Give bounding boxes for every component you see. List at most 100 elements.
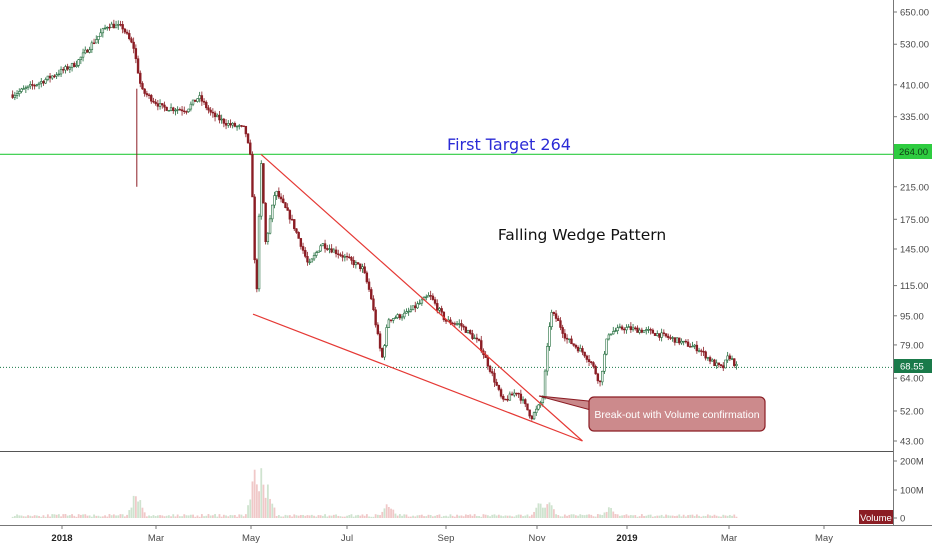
time-tick-label: Mar — [148, 533, 164, 544]
wedge-upper-trendline[interactable] — [260, 153, 583, 442]
volume-bar — [504, 515, 507, 518]
candle-body — [198, 95, 201, 100]
volume-bar — [220, 516, 223, 518]
volume-bar — [381, 511, 384, 518]
volume-bar — [27, 515, 29, 518]
candle-body — [691, 345, 694, 348]
volume-bar — [574, 515, 577, 518]
volume-bar — [196, 515, 199, 518]
volume-bar — [678, 514, 681, 518]
candle-body — [11, 94, 14, 98]
volume-bar — [374, 514, 377, 518]
volume-bar — [346, 515, 348, 518]
candle-body — [497, 385, 501, 390]
volume-badge: Volume — [859, 510, 893, 524]
volume-bar — [209, 515, 212, 518]
volume-bar — [508, 515, 511, 518]
wedge-lower-trendline[interactable] — [252, 313, 583, 442]
volume-bar — [207, 514, 210, 518]
candle-body — [647, 329, 650, 331]
volume-bar — [643, 516, 645, 518]
candle-body — [343, 255, 347, 258]
candle-body — [101, 28, 105, 34]
volume-bar — [713, 514, 716, 518]
volume-bar — [71, 514, 73, 518]
volume-bar — [68, 515, 71, 518]
volume-bar — [258, 491, 260, 518]
candle-body — [574, 344, 578, 348]
volume-bar — [117, 515, 120, 518]
volume-bar — [134, 496, 137, 518]
candlesticks — [11, 19, 738, 421]
volume-bar — [698, 515, 700, 518]
candle-body — [656, 333, 659, 336]
candle-body — [370, 289, 373, 300]
candle-body — [130, 38, 133, 43]
volume-bar — [559, 516, 562, 518]
volume-bar — [596, 514, 599, 518]
candle-body — [220, 118, 223, 121]
candle-body — [700, 350, 703, 352]
volume-bar — [222, 514, 225, 518]
candle-body — [425, 296, 428, 298]
volume-bar — [339, 516, 342, 518]
candle-body — [436, 303, 439, 311]
candle-body — [253, 196, 256, 261]
volume-bar — [667, 515, 670, 518]
time-axis[interactable]: 2018 Mar May Jul Sep Nov 2019 Mar May — [51, 525, 833, 544]
candle-body — [667, 335, 670, 338]
candle-body — [620, 326, 624, 330]
candle-body — [636, 327, 639, 333]
volume-bar — [240, 514, 243, 518]
candle-body — [136, 58, 140, 74]
time-tick-label: Sep — [438, 533, 455, 544]
volume-bar — [119, 514, 122, 518]
candle-body — [150, 95, 153, 102]
candle-body — [367, 281, 371, 290]
volume-bar — [541, 507, 544, 518]
candle-body — [680, 340, 683, 344]
volume-bar — [57, 514, 60, 518]
candle-body — [418, 302, 421, 305]
candle-body — [664, 333, 668, 337]
volume-bar — [623, 515, 626, 518]
volume-bar — [412, 515, 414, 518]
volume-bar — [249, 499, 252, 518]
candle-body — [726, 355, 729, 361]
candle-body — [675, 337, 679, 343]
breakout-callout[interactable]: Break-out with Volume confirmation — [538, 395, 766, 432]
candle-body — [414, 305, 417, 309]
volume-bar — [478, 515, 480, 518]
volume-bar — [161, 515, 164, 518]
candle-body — [240, 125, 243, 127]
volume-bar — [229, 514, 232, 518]
volume-bar — [269, 498, 271, 518]
candle-body — [125, 31, 129, 34]
volume-bar — [484, 514, 487, 518]
volume-bar — [97, 515, 100, 518]
volume-bar — [187, 515, 190, 518]
volume-bar — [130, 507, 133, 518]
volume-bar — [379, 515, 381, 518]
candle-body — [266, 232, 270, 242]
candle-body — [156, 103, 160, 107]
candle-body — [614, 330, 617, 332]
volume-bar — [720, 516, 722, 518]
candle-body — [75, 65, 78, 67]
volume-bar — [251, 481, 254, 518]
candle-body — [440, 308, 443, 313]
candle-body — [172, 107, 175, 111]
volume-bar — [550, 505, 553, 518]
volume-bar — [665, 514, 667, 518]
volume-bar — [414, 516, 417, 518]
candle-body — [211, 111, 215, 114]
candle-body — [603, 353, 606, 372]
price-axis[interactable]: 650.00 530.00 410.00 335.00 264.00 215.00 175.… — [893, 8, 929, 448]
candle-body — [13, 95, 17, 98]
candle-body — [317, 250, 320, 253]
candle-body — [330, 248, 333, 253]
candle-body — [543, 370, 547, 399]
volume-bar — [387, 507, 390, 518]
candle-body — [462, 325, 465, 328]
